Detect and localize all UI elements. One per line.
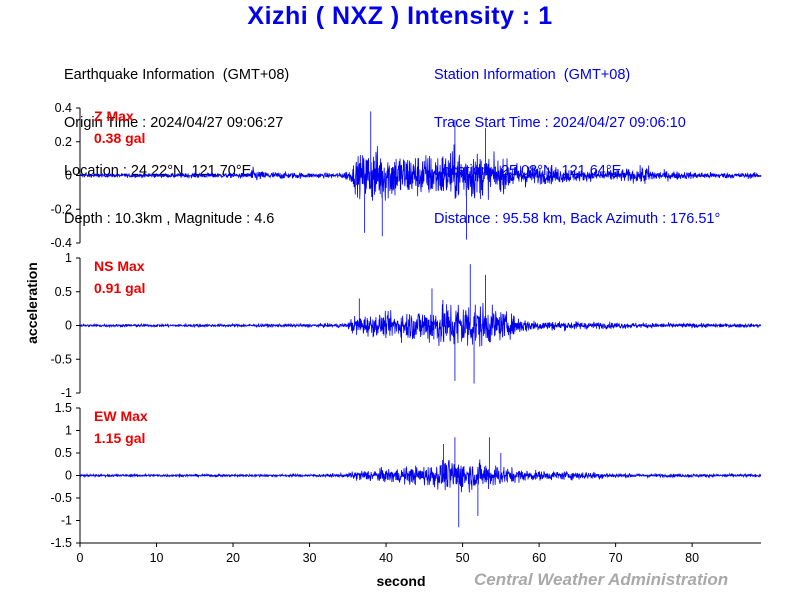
ns-waveform (79, 264, 762, 384)
ew-y-tick-label: 0.5 (55, 446, 72, 460)
ew-waveform (79, 437, 762, 528)
ew-y-tick-label: -1.5 (50, 536, 72, 550)
ew-y-tick-label: 0 (65, 469, 72, 483)
y-axis-title: acceleration (24, 262, 40, 344)
ns-max-label: NS Max (94, 258, 145, 274)
z-max-value: 0.38 gal (94, 130, 145, 146)
z-max-label: Z Max (94, 108, 134, 124)
ns-y-tick-label: -0.5 (50, 352, 72, 366)
ew-y-tick-label: 1.5 (55, 401, 72, 415)
earthquake-info-heading: Earthquake Information (GMT+08) (64, 67, 290, 83)
ew-y-tick-label: -0.5 (50, 491, 72, 505)
earthquake-info: Earthquake Information (GMT+08) Origin T… (64, 35, 289, 243)
x-tick-label: 20 (226, 551, 240, 565)
x-tick-label: 50 (456, 551, 470, 565)
z-y-tick-label: -0.4 (50, 236, 72, 250)
ns-y-tick-label: -1 (61, 386, 72, 400)
ew-max-value: 1.15 gal (94, 430, 145, 446)
x-tick-label: 10 (150, 551, 164, 565)
ew-max-label: EW Max (94, 408, 148, 424)
trace-start-time: Trace Start Time : 2024/04/27 09:06:10 (434, 115, 686, 131)
z-y-tick-label: 0.2 (55, 135, 72, 149)
credit-text: Central Weather Administration (474, 570, 729, 589)
z-y-tick-label: 0 (65, 169, 72, 183)
chart-title: Xizhi ( NXZ ) Intensity : 1 (247, 2, 553, 30)
distance-azimuth: Distance : 95.58 km, Back Azimuth : 176.… (434, 211, 721, 227)
ns-y-tick-label: 0.5 (55, 285, 72, 299)
z-waveform (79, 111, 762, 240)
x-tick-label: 70 (609, 551, 623, 565)
ns-y-tick-label: 0 (65, 319, 72, 333)
x-tick-label: 0 (77, 551, 84, 565)
z-y-tick-label: -0.2 (50, 202, 72, 216)
ew-y-tick-label: 1 (65, 424, 72, 438)
z-y-tick-label: 0.4 (55, 101, 72, 115)
x-tick-label: 60 (532, 551, 546, 565)
ns-max-value: 0.91 gal (94, 280, 145, 296)
origin-time: Origin Time : 2024/04/27 09:06:27 (64, 115, 284, 131)
ns-y-tick-label: 1 (65, 251, 72, 265)
ew-y-tick-label: -1 (61, 514, 72, 528)
depth-magnitude: Depth : 10.3km , Magnitude : 4.6 (64, 211, 275, 227)
station-info-heading: Station Information (GMT+08) (434, 67, 631, 83)
x-tick-label: 40 (379, 551, 393, 565)
x-tick-label: 30 (303, 551, 317, 565)
x-axis-title: second (376, 573, 425, 589)
x-tick-label: 80 (685, 551, 699, 565)
